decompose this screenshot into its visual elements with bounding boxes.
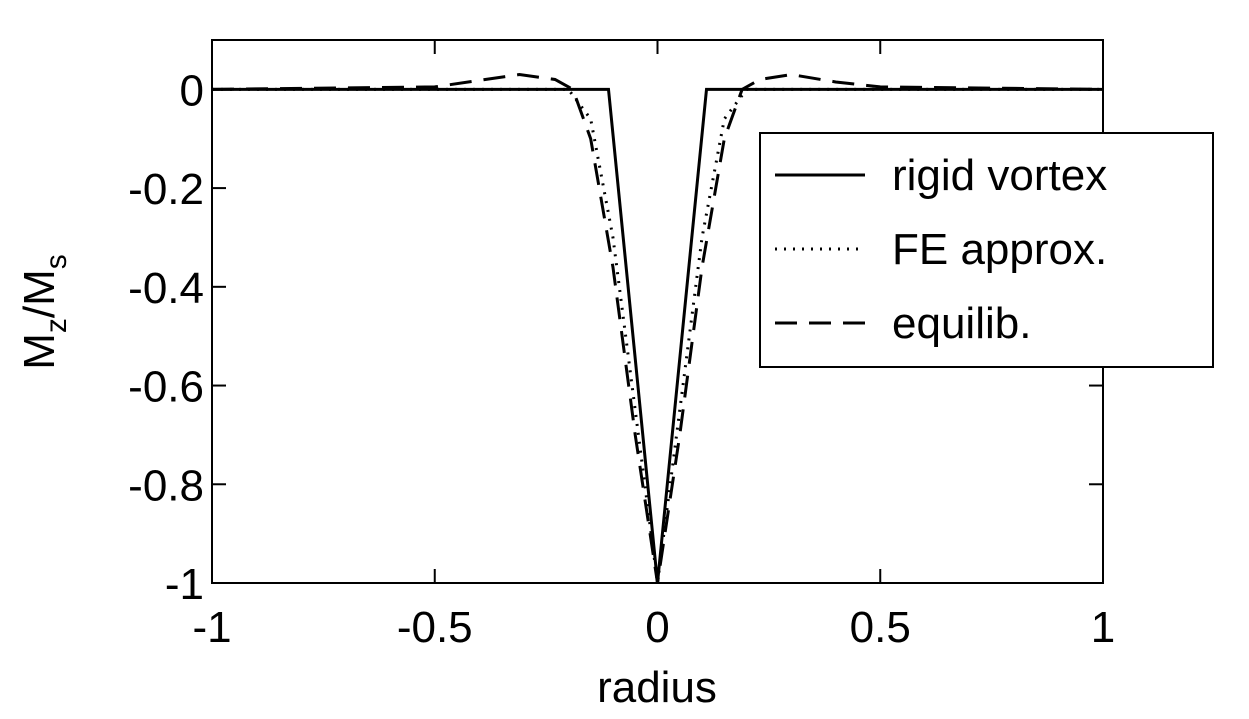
x-tick-label: -1 (192, 603, 231, 652)
y-label-part: M (15, 333, 64, 370)
x-tick-label: 0 (645, 603, 669, 652)
x-tick-label: -0.5 (397, 603, 473, 652)
x-tick-label: 1 (1091, 603, 1115, 652)
legend-label: FE approx. (892, 225, 1107, 274)
y-tick-label: -0.4 (128, 264, 204, 313)
y-tick-label: 0 (180, 66, 204, 115)
y-tick-label: -1 (165, 560, 204, 609)
y-label-part: /M (15, 269, 64, 318)
y-tick-label: -0.8 (128, 461, 204, 510)
y-tick-label: -0.2 (128, 165, 204, 214)
y-label-sub: z (40, 318, 73, 333)
legend: rigid vortex FE approx. equilib. (759, 132, 1214, 368)
x-axis-label: radius (597, 663, 717, 712)
legend-label: equilib. (892, 299, 1031, 348)
x-tick-label: 0.5 (850, 603, 911, 652)
legend-label: rigid vortex (892, 151, 1107, 200)
y-label-sub: s (40, 254, 73, 269)
y-axis-label: Mz/Ms (15, 254, 73, 370)
legend-box (759, 132, 1214, 368)
y-tick-label: -0.6 (128, 363, 204, 412)
